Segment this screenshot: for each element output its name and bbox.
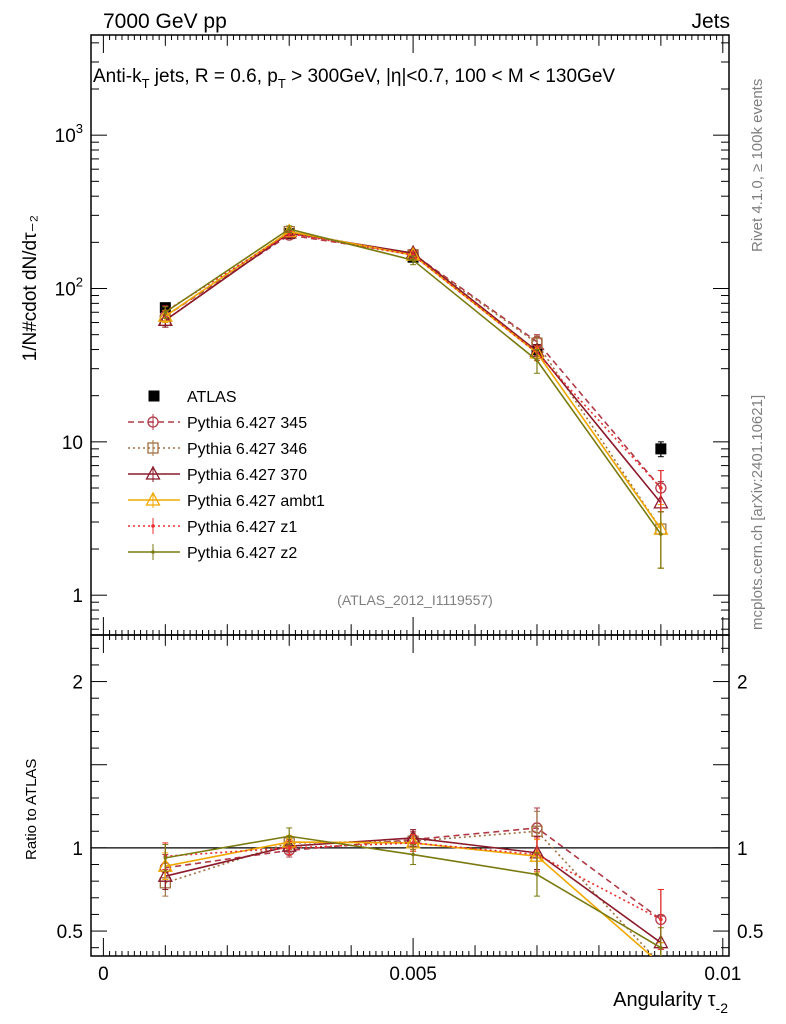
- legend-marker-z1: [151, 524, 155, 528]
- header-right: Jets: [691, 10, 730, 33]
- main-series-layer: [157, 223, 669, 569]
- data-point-p370: [157, 311, 173, 326]
- data-point-z2: [411, 258, 415, 262]
- main-axes: 1 10 102 103: [55, 35, 729, 635]
- legend-label-ambt1: Pythia 6.427 ambt1: [187, 493, 325, 510]
- series-p370-main: [157, 224, 669, 535]
- data-point-ambt1: [157, 307, 173, 322]
- main-y-tick-label: 103: [55, 121, 83, 147]
- analysis-id: (ATLAS_2012_I1119557): [337, 592, 493, 608]
- data-point-p346: [656, 959, 666, 969]
- header-left: 7000 GeV pp: [103, 10, 227, 33]
- data-point-z2: [535, 872, 539, 877]
- main-y-tick-label: 1: [72, 586, 83, 607]
- legend-label-z2: Pythia 6.427 z2: [187, 545, 297, 562]
- x-tick-label: 0.005: [389, 964, 437, 985]
- x-axis-label: Angularity τ-2: [613, 989, 728, 1016]
- plot-title: Anti-kT jets, R = 0.6, pT > 300GeV, |η|<…: [93, 66, 615, 91]
- x-tick-label: 0: [98, 964, 109, 985]
- data-point-z2: [535, 358, 539, 363]
- series-line-p370: [164, 232, 662, 504]
- legend-item-p370: Pythia 6.427 370: [128, 465, 307, 484]
- data-point-z2: [287, 227, 292, 231]
- data-point-z2: [411, 852, 415, 857]
- data-point-z2: [659, 945, 663, 950]
- legend-label-p370: Pythia 6.427 370: [187, 467, 307, 484]
- series-z2-main: [162, 225, 664, 569]
- data-point-z2: [287, 834, 292, 839]
- legend-marker-ambt1: [145, 491, 161, 506]
- ratio-y-axis-label: Ratio to ATLAS: [23, 759, 40, 860]
- legend-marker-z2: [151, 550, 155, 554]
- series-line-p346: [164, 230, 662, 530]
- legend-item-ambt1: Pythia 6.427 ambt1: [128, 491, 325, 510]
- ratio-y-tick-label: 2: [72, 673, 83, 694]
- legend-label-atlas: ATLAS: [187, 389, 237, 406]
- legend-label-z1: Pythia 6.427 z1: [187, 519, 297, 536]
- legend-item-z1: Pythia 6.427 z1: [128, 518, 297, 536]
- legend-marker-atlas: [148, 390, 160, 402]
- data-point-z1: [411, 841, 415, 845]
- data-point-z2: [659, 532, 663, 536]
- legend-label-p345: Pythia 6.427 345: [187, 415, 307, 432]
- data-point-ambt1: [660, 955, 661, 956]
- data-point-atlas: [655, 443, 667, 455]
- data-point-z1: [659, 917, 663, 922]
- x-tick-label: 0.01: [704, 964, 741, 985]
- data-point-z2: [163, 856, 168, 860]
- data-point-p370: [157, 867, 173, 882]
- ratio-panel-frame: [90, 634, 730, 957]
- ratio-series-layer: [157, 807, 669, 969]
- series-z2-ratio: [162, 827, 664, 956]
- ratio-y-tick-label-right: 0.5: [737, 922, 763, 943]
- legend-item-p345: Pythia 6.427 345: [128, 414, 307, 432]
- data-point-z1: [287, 846, 292, 850]
- rivet-version-label: Rivet 4.1.0, ≥ 100k events: [749, 79, 766, 252]
- data-point-z2: [163, 310, 168, 315]
- legend-item-z2: Pythia 6.427 z2: [128, 544, 297, 562]
- data-point-z1: [659, 486, 663, 490]
- legend-item-p346: Pythia 6.427 346: [128, 440, 307, 458]
- legend: ATLAS Pythia 6.427 345 Pythia 6.427 346 Pyt…: [128, 389, 325, 562]
- main-y-axis-label: 1/N#cdot dN/dτ₋₂: [20, 215, 41, 361]
- main-y-tick-label: 10: [62, 433, 83, 454]
- ratio-y-tick-label-right: 2: [737, 673, 748, 694]
- legend-label-p346: Pythia 6.427 346: [187, 441, 307, 458]
- ratio-axes: 0 0.005 0.01 0.5 0.5 1 1 2 2: [57, 635, 763, 985]
- ratio-y-tick-label-right: 1: [737, 839, 748, 860]
- legend-marker-p370: [145, 465, 161, 480]
- series-line-ambt1: [164, 230, 662, 530]
- mcplots-source-label: mcplots.cern.ch [arXiv:2401.10621]: [749, 395, 766, 630]
- ratio-y-tick-label: 0.5: [57, 922, 83, 943]
- legend-item-atlas: ATLAS: [148, 389, 237, 406]
- legend-marker-p345: [147, 416, 159, 428]
- series-line-z2: [164, 228, 662, 535]
- main-y-tick-label: 102: [55, 275, 83, 301]
- ratio-y-tick-label: 1: [72, 839, 83, 860]
- legend-marker-p346: [147, 442, 159, 454]
